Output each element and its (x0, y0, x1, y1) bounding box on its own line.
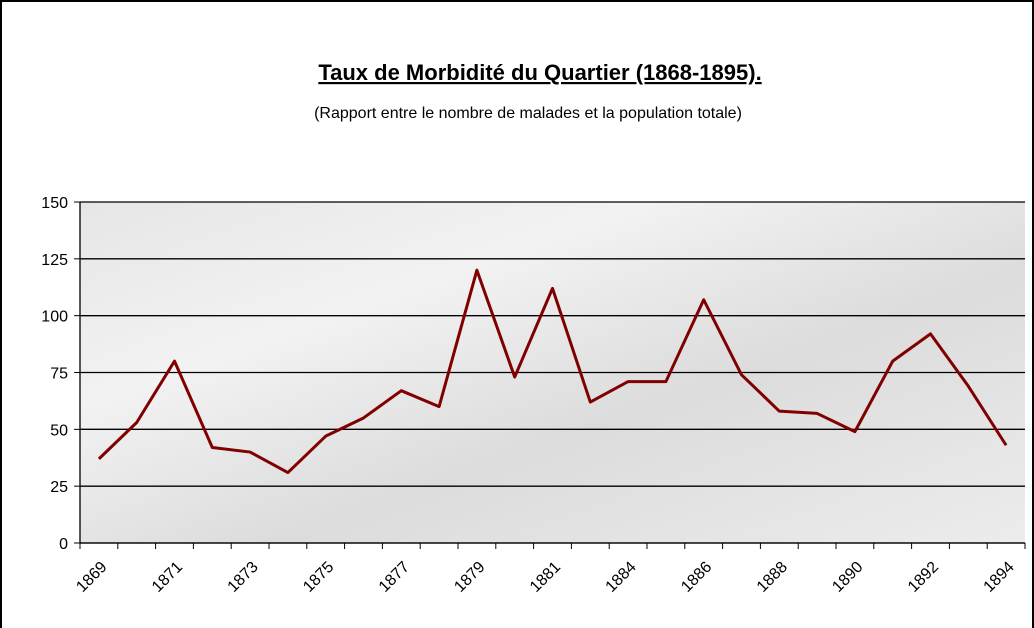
y-tick-label: 100 (41, 309, 68, 326)
y-tick-label: 50 (50, 422, 68, 439)
data-line (97, 268, 1008, 475)
y-tick-label: 125 (41, 252, 68, 269)
chart-title: Taux de Morbidité du Quartier (1868-1895… (318, 60, 761, 85)
chart-subtitle: (Rapport entre le nombre de malades et l… (314, 105, 742, 122)
y-tick-label: 25 (50, 479, 68, 496)
y-tick-label: 0 (59, 536, 68, 553)
y-tick-label: 75 (50, 366, 68, 383)
y-tick-label: 150 (41, 195, 68, 212)
